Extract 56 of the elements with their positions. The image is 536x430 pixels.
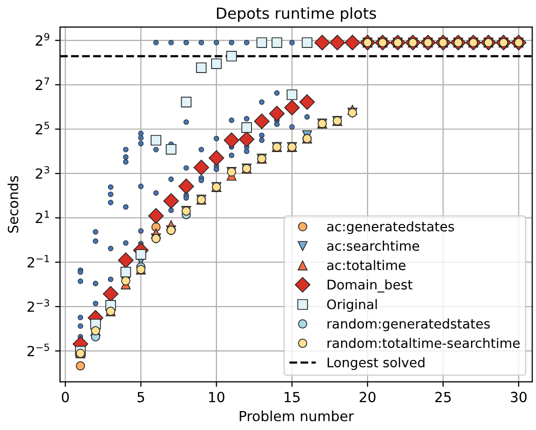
point	[314, 34, 330, 50]
point	[208, 150, 224, 166]
legend-label: random:totaltime-searchtime	[328, 338, 520, 348]
point	[148, 208, 164, 224]
y-tick-label: 2$^{5}$	[36, 122, 50, 134]
chart-title: Depots runtime plots	[217, 7, 376, 22]
x-tick-label: 15	[284, 392, 300, 402]
y-tick-label: 2$^{−5}$	[28, 344, 50, 356]
point	[238, 131, 254, 148]
point	[211, 58, 222, 70]
point	[178, 178, 194, 194]
legend-label: ac:totaltime	[327, 260, 406, 270]
y-tick-label: 2$^{7}$	[36, 78, 50, 90]
point	[194, 160, 210, 176]
point	[226, 50, 237, 62]
x-tick-label: 25	[435, 392, 451, 402]
x-tick-label: 20	[360, 392, 376, 402]
legend-label: ac:generatedstates	[327, 221, 454, 234]
point	[254, 114, 270, 130]
legend-label: Longest solved	[328, 357, 424, 370]
point	[302, 37, 312, 48]
x-tick-label: 5	[138, 392, 144, 402]
point	[269, 106, 285, 122]
point	[272, 37, 282, 48]
x-tick-label: 0	[62, 392, 69, 402]
point	[136, 249, 146, 260]
legend-label: Domain_best	[328, 279, 412, 292]
point	[120, 266, 132, 278]
x-tick-label: 10	[209, 392, 224, 402]
point	[224, 132, 240, 148]
point	[299, 94, 315, 110]
x-axis-title: Problem number	[240, 410, 354, 422]
legend-label: Original	[327, 299, 377, 312]
point	[76, 361, 86, 370]
point	[286, 89, 298, 100]
point	[118, 252, 134, 268]
point	[163, 193, 179, 209]
point	[196, 62, 207, 73]
y-tick-label: 2$^{1}$	[36, 210, 50, 224]
point	[330, 34, 346, 50]
y-tick-label: 2$^{−3}$	[28, 299, 50, 312]
point	[256, 37, 268, 48]
point	[102, 286, 118, 302]
point	[284, 100, 300, 116]
legend-label: ac:searchtime	[327, 240, 420, 251]
legend-label: random:generatedstates	[328, 318, 490, 332]
x-tick-label: 30	[510, 392, 527, 402]
point	[344, 34, 360, 50]
point	[180, 96, 192, 108]
y-tick-label: 2$^{3}$	[36, 166, 50, 179]
point	[166, 144, 176, 155]
y-axis-title: Seconds	[8, 176, 18, 233]
y-tick-label: 2$^{−1}$	[28, 254, 49, 268]
y-tick-label: 2$^{9}$	[36, 33, 50, 46]
point	[150, 134, 162, 146]
point	[241, 122, 252, 133]
